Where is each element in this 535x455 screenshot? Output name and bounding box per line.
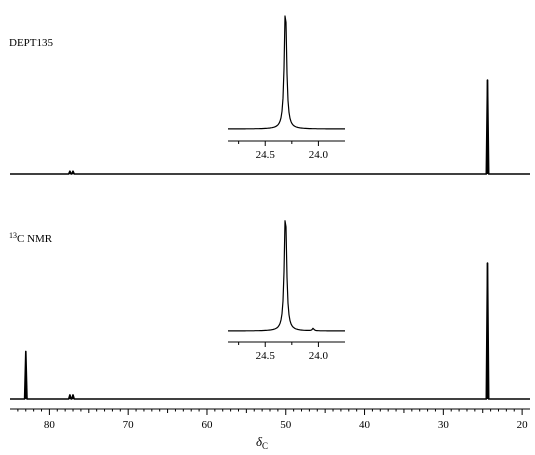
dept135-inset: 24.5 24.0 <box>228 15 345 161</box>
c13-label: 13C NMR <box>9 231 53 245</box>
c13-panel: 13C NMR <box>9 231 530 400</box>
x-tick-label-60: 60 <box>201 419 213 431</box>
c13-inset-tick-label-24.5: 24.5 <box>256 350 276 362</box>
x-tick-label-80: 80 <box>44 419 56 431</box>
x-axis-title-main: δ <box>256 434 263 449</box>
x-tick-label-30: 30 <box>438 419 450 431</box>
c13-label-text: C NMR <box>17 233 53 245</box>
x-tick-label-20: 20 <box>517 419 529 431</box>
dept135-inset-ticks: 24.5 24.0 <box>238 141 329 161</box>
dept135-label: DEPT135 <box>9 37 54 49</box>
x-tick-label-70: 70 <box>123 419 135 431</box>
x-axis-title: δC <box>256 434 268 451</box>
x-axis-title-sub: C <box>262 441 268 451</box>
x-axis-ticks: 80 70 60 50 40 30 20 <box>17 409 529 431</box>
x-tick-label-50: 50 <box>280 419 292 431</box>
c13-inset: 24.5 24.0 <box>228 220 345 362</box>
dept135-inset-spectrum-line <box>228 15 345 130</box>
x-tick-label-40: 40 <box>359 419 371 431</box>
c13-spectrum-line <box>10 262 530 400</box>
dept135-inset-tick-label-24.5: 24.5 <box>256 149 276 161</box>
dept135-inset-tick-label-24: 24.0 <box>309 149 329 161</box>
x-axis: 80 70 60 50 40 30 20 δC <box>10 408 530 451</box>
c13-peaks <box>25 263 489 399</box>
dept135-panel: DEPT135 <box>9 37 530 175</box>
c13-inset-ticks: 24.5 24.0 <box>238 342 329 362</box>
c13-inset-spectrum-line <box>228 220 345 332</box>
c13-inset-tick-label-24: 24.0 <box>309 350 329 362</box>
c13-label-superscript: 13 <box>9 231 17 240</box>
dept135-peaks <box>69 80 489 174</box>
